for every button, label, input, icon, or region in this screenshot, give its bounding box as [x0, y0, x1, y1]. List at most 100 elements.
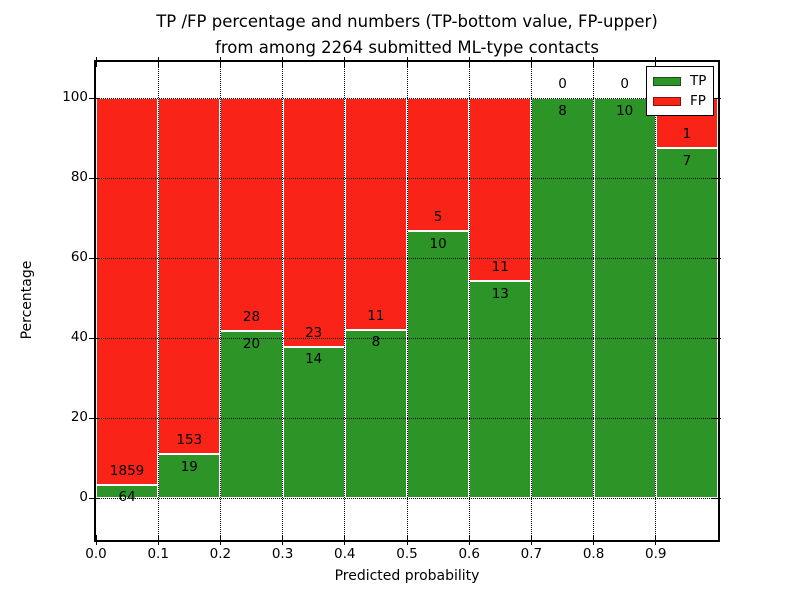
tp-bar-segment [344, 329, 407, 498]
fp-bar-segment [344, 98, 407, 330]
x-tick-mark-top [95, 57, 97, 67]
tp-count-label: 10 [616, 102, 634, 119]
x-tick-mark-bottom [157, 535, 159, 545]
tp-count-label: 8 [558, 102, 567, 119]
v-gridline [530, 62, 532, 540]
legend-label: FP [690, 93, 706, 109]
legend-label: TP [690, 73, 707, 89]
x-tick-mark-bottom [282, 535, 284, 545]
fp-bar-segment [220, 98, 283, 332]
v-gridline [468, 62, 470, 540]
x-tick-mark-bottom [530, 535, 532, 545]
y-tick-label: 40 [70, 329, 88, 345]
x-tick-mark-bottom [655, 535, 657, 545]
y-tick-mark-left [89, 337, 99, 339]
tp-count-label: 20 [242, 336, 261, 353]
v-gridline [344, 62, 346, 540]
fp-count-label: 0 [558, 76, 567, 92]
x-tick-mark-top [282, 57, 284, 67]
v-gridline [282, 62, 284, 540]
y-tick-label: 60 [70, 249, 88, 265]
tp-count-label: 8 [371, 334, 381, 351]
x-tick-mark-top [530, 57, 532, 67]
y-tick-label: 100 [62, 89, 88, 105]
v-gridline [157, 62, 159, 540]
y-tick-label: 0 [79, 489, 88, 505]
tp-bar-segment [96, 484, 159, 498]
tp-bar-segment [158, 453, 221, 498]
x-tick-mark-bottom [95, 535, 97, 545]
legend-swatch-fp [653, 96, 681, 106]
y-tick-mark-right [711, 337, 721, 339]
x-tick-mark-bottom [219, 535, 221, 545]
x-tick-mark-bottom [406, 535, 408, 545]
tp-count-label: 19 [180, 458, 198, 475]
y-tick-mark-right [711, 257, 721, 259]
fp-count-label: 1859 [109, 462, 145, 479]
v-gridline [219, 62, 221, 540]
y-axis-label: Percentage [19, 260, 35, 340]
x-tick-mark-top [593, 57, 595, 67]
tp-count-label: 7 [682, 152, 692, 169]
tp-count-label: 64 [118, 489, 136, 506]
x-tick-label: 0.6 [458, 546, 480, 562]
x-tick-mark-top [219, 57, 221, 67]
fp-count-label: 11 [367, 307, 385, 324]
y-tick-mark-right [711, 497, 721, 499]
tp-bar-segment [282, 346, 345, 498]
legend-row: TP [653, 71, 707, 91]
chart-title-line2: from among 2264 submitted ML-type contac… [215, 38, 599, 57]
x-tick-label: 0.3 [271, 546, 294, 562]
tp-bar-segment [407, 231, 470, 498]
tp-count-label: 10 [429, 236, 447, 253]
x-tick-mark-top [468, 57, 470, 67]
y-tick-mark-left [89, 417, 99, 419]
y-tick-mark-left [89, 257, 99, 259]
fp-bar-segment [158, 98, 221, 454]
x-axis-label: Predicted probability [334, 568, 480, 584]
x-tick-label: 0.2 [209, 546, 232, 562]
x-tick-mark-top [406, 57, 408, 67]
y-tick-mark-right [711, 417, 721, 419]
v-gridline [406, 62, 408, 540]
fp-bar-segment [469, 98, 532, 282]
chart-title: TP /FP percentage and numbers (TP-bottom… [96, 9, 718, 61]
v-gridline [655, 62, 657, 540]
y-tick-label: 20 [70, 409, 88, 425]
x-tick-label: 0.9 [645, 546, 667, 562]
y-tick-mark-right [711, 97, 721, 99]
x-tick-label: 0.4 [334, 546, 356, 562]
v-gridline [593, 62, 595, 540]
fp-count-label: 5 [433, 209, 443, 226]
legend: TP FP [646, 66, 714, 116]
fp-count-label: 23 [305, 324, 323, 341]
chart-title-line1: TP /FP percentage and numbers (TP-bottom… [156, 12, 658, 31]
legend-row: FP [653, 91, 707, 111]
x-tick-label: 0.7 [520, 546, 543, 562]
tp-count-label: 13 [491, 286, 509, 303]
x-tick-mark-bottom [468, 535, 470, 545]
x-tick-label: 0.5 [396, 546, 418, 562]
y-tick-mark-right [711, 177, 721, 179]
x-tick-mark-bottom [344, 535, 346, 545]
plot-area: TP FP 1859 64 153 19 28 20 23 14 11 8 5 10 11 13 0 8 0 10 1… [94, 60, 720, 542]
fp-count-label: 28 [242, 309, 261, 326]
tp-bar-segment [469, 281, 532, 498]
x-tick-label: 0.8 [582, 546, 605, 562]
y-tick-mark-left [89, 177, 99, 179]
x-tick-mark-top [344, 57, 346, 67]
fp-bar-segment [96, 98, 159, 485]
x-tick-label: 0.1 [147, 546, 169, 562]
x-tick-mark-bottom [593, 535, 595, 545]
x-tick-mark-top [157, 57, 159, 67]
x-tick-label: 0.0 [85, 546, 107, 562]
tp-count-label: 14 [305, 351, 323, 368]
y-tick-mark-left [89, 97, 99, 99]
fp-count-label: 0 [620, 76, 629, 92]
fp-count-label: 1 [682, 126, 692, 142]
fp-count-label: 11 [491, 259, 509, 276]
y-tick-label: 80 [70, 169, 88, 185]
tp-bar-segment [593, 98, 656, 498]
tp-bar-segment [531, 98, 594, 498]
